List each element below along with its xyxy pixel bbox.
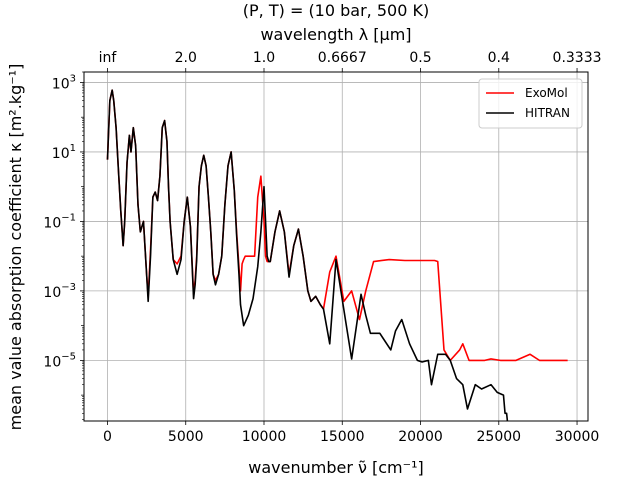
- bottom-axis: 0 5000 10000 15000 20000 25000 30000: [103, 421, 599, 445]
- top-tick-label: 0.6667: [318, 50, 367, 66]
- legend-label-hitran: HITRAN: [525, 106, 570, 120]
- chart-title: (P, T) = (10 bar, 500 K): [243, 1, 429, 20]
- x-tick-label: 15000: [320, 429, 365, 445]
- legend: ExoMol HITRAN: [478, 78, 583, 129]
- x-tick-label: 0: [103, 429, 112, 445]
- top-tick-label: 0.4: [488, 50, 510, 66]
- top-tick-label: 2.0: [175, 50, 197, 66]
- x-tick-label: 20000: [398, 429, 443, 445]
- x-axis-label: wavenumber ν̃ [cm⁻¹]: [248, 458, 423, 477]
- grid-lines: [84, 72, 588, 421]
- y-tick-label: 103: [52, 73, 76, 92]
- x-tick-label: 10000: [242, 429, 287, 445]
- series-line-hitran: [106, 89, 509, 421]
- y-axis-label: mean value absorption coefficient κ [m².…: [6, 64, 25, 431]
- top-axis: inf 2.0 1.0 0.6667 0.5 0.4 0.3333: [99, 50, 602, 72]
- top-tick-label: 1.0: [253, 50, 275, 66]
- x-tick-label: 30000: [555, 429, 600, 445]
- plot-frame: [83, 71, 589, 422]
- x-tick-label: 25000: [477, 429, 522, 445]
- y-tick-label: 101: [52, 143, 76, 162]
- left-axis: 10−5 10−3 10−1 101 103: [43, 71, 84, 420]
- top-axis-label: wavelength λ [μm]: [260, 25, 411, 44]
- top-tick-label: inf: [99, 50, 118, 66]
- top-tick-label: 0.5: [409, 50, 431, 66]
- y-tick-label: 10−5: [43, 351, 76, 370]
- y-tick-label: 10−3: [43, 282, 76, 301]
- legend-label-exomol: ExoMol: [525, 86, 568, 100]
- legend-box: [478, 78, 583, 129]
- x-tick-label: 5000: [168, 429, 204, 445]
- y-tick-label: 10−1: [43, 212, 76, 231]
- top-tick-label: 0.3333: [553, 50, 602, 66]
- series-layer: [106, 89, 568, 421]
